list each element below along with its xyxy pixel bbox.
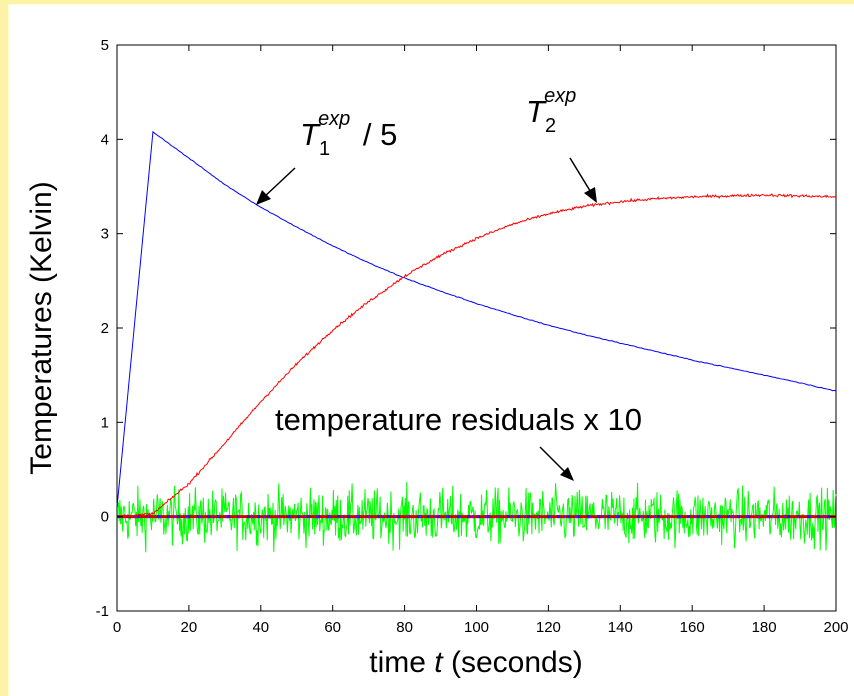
x-tick-label-8: 160 bbox=[680, 619, 705, 636]
x-tick-label-10: 200 bbox=[823, 619, 848, 636]
y-axis-label: Temperatures (Kelvin) bbox=[25, 181, 58, 474]
t1-base: T bbox=[300, 117, 321, 152]
x-tick-label-5: 100 bbox=[464, 619, 489, 636]
t1-arrow-head bbox=[256, 190, 271, 205]
y-tick-label-6: 5 bbox=[101, 37, 109, 54]
x-axis-label-post: (seconds) bbox=[443, 646, 583, 679]
t1-sub: 1 bbox=[319, 138, 330, 160]
frame-left-border bbox=[0, 0, 8, 696]
series-residuals bbox=[116, 481, 837, 553]
t1-annotation: T1 exp / 5 bbox=[300, 108, 397, 160]
residuals-arrow-shaft bbox=[539, 446, 567, 474]
plot-area bbox=[116, 44, 837, 612]
t2-sub: 2 bbox=[545, 115, 556, 137]
t1-sup: exp bbox=[318, 108, 350, 130]
y-tick-label-5: 4 bbox=[101, 131, 109, 148]
x-tick-label-7: 140 bbox=[608, 619, 633, 636]
residuals-annotation: temperature residuals x 10 bbox=[275, 402, 642, 437]
t2-base: T bbox=[526, 94, 547, 129]
t2-annotation: T2 exp bbox=[526, 85, 576, 137]
t2-sup: exp bbox=[544, 85, 576, 107]
series-t1 bbox=[116, 130, 837, 508]
t2-arrow-head bbox=[584, 187, 597, 203]
x-axis-label: time t (seconds) bbox=[369, 646, 582, 679]
series-layer bbox=[116, 130, 837, 519]
frame-top-border bbox=[0, 0, 854, 4]
x-tick-label-6: 120 bbox=[536, 619, 561, 636]
t1-suffix: / 5 bbox=[354, 117, 397, 152]
x-axis-label-pre: time bbox=[369, 646, 434, 679]
x-tick-label-4: 80 bbox=[396, 619, 413, 636]
x-tick-label-1: 20 bbox=[181, 619, 198, 636]
residuals-layer bbox=[116, 481, 837, 553]
x-axis-label-var: t bbox=[434, 646, 444, 679]
x-tick-label-9: 180 bbox=[752, 619, 777, 636]
x-tick-label-3: 60 bbox=[324, 619, 341, 636]
series-t2 bbox=[116, 193, 837, 519]
t2-arrow-shaft bbox=[569, 157, 593, 195]
x-tick-label-2: 40 bbox=[252, 619, 269, 636]
residuals-arrow-head bbox=[560, 467, 574, 481]
x-tick-label-0: 0 bbox=[113, 619, 121, 636]
y-tick-label-1: 0 bbox=[101, 509, 109, 526]
t1-arrow-shaft bbox=[262, 167, 296, 199]
y-tick-label-4: 3 bbox=[101, 226, 109, 243]
y-tick-label-3: 2 bbox=[101, 320, 109, 337]
y-tick-label-0: -1 bbox=[96, 603, 109, 620]
y-tick-label-2: 1 bbox=[101, 414, 109, 431]
